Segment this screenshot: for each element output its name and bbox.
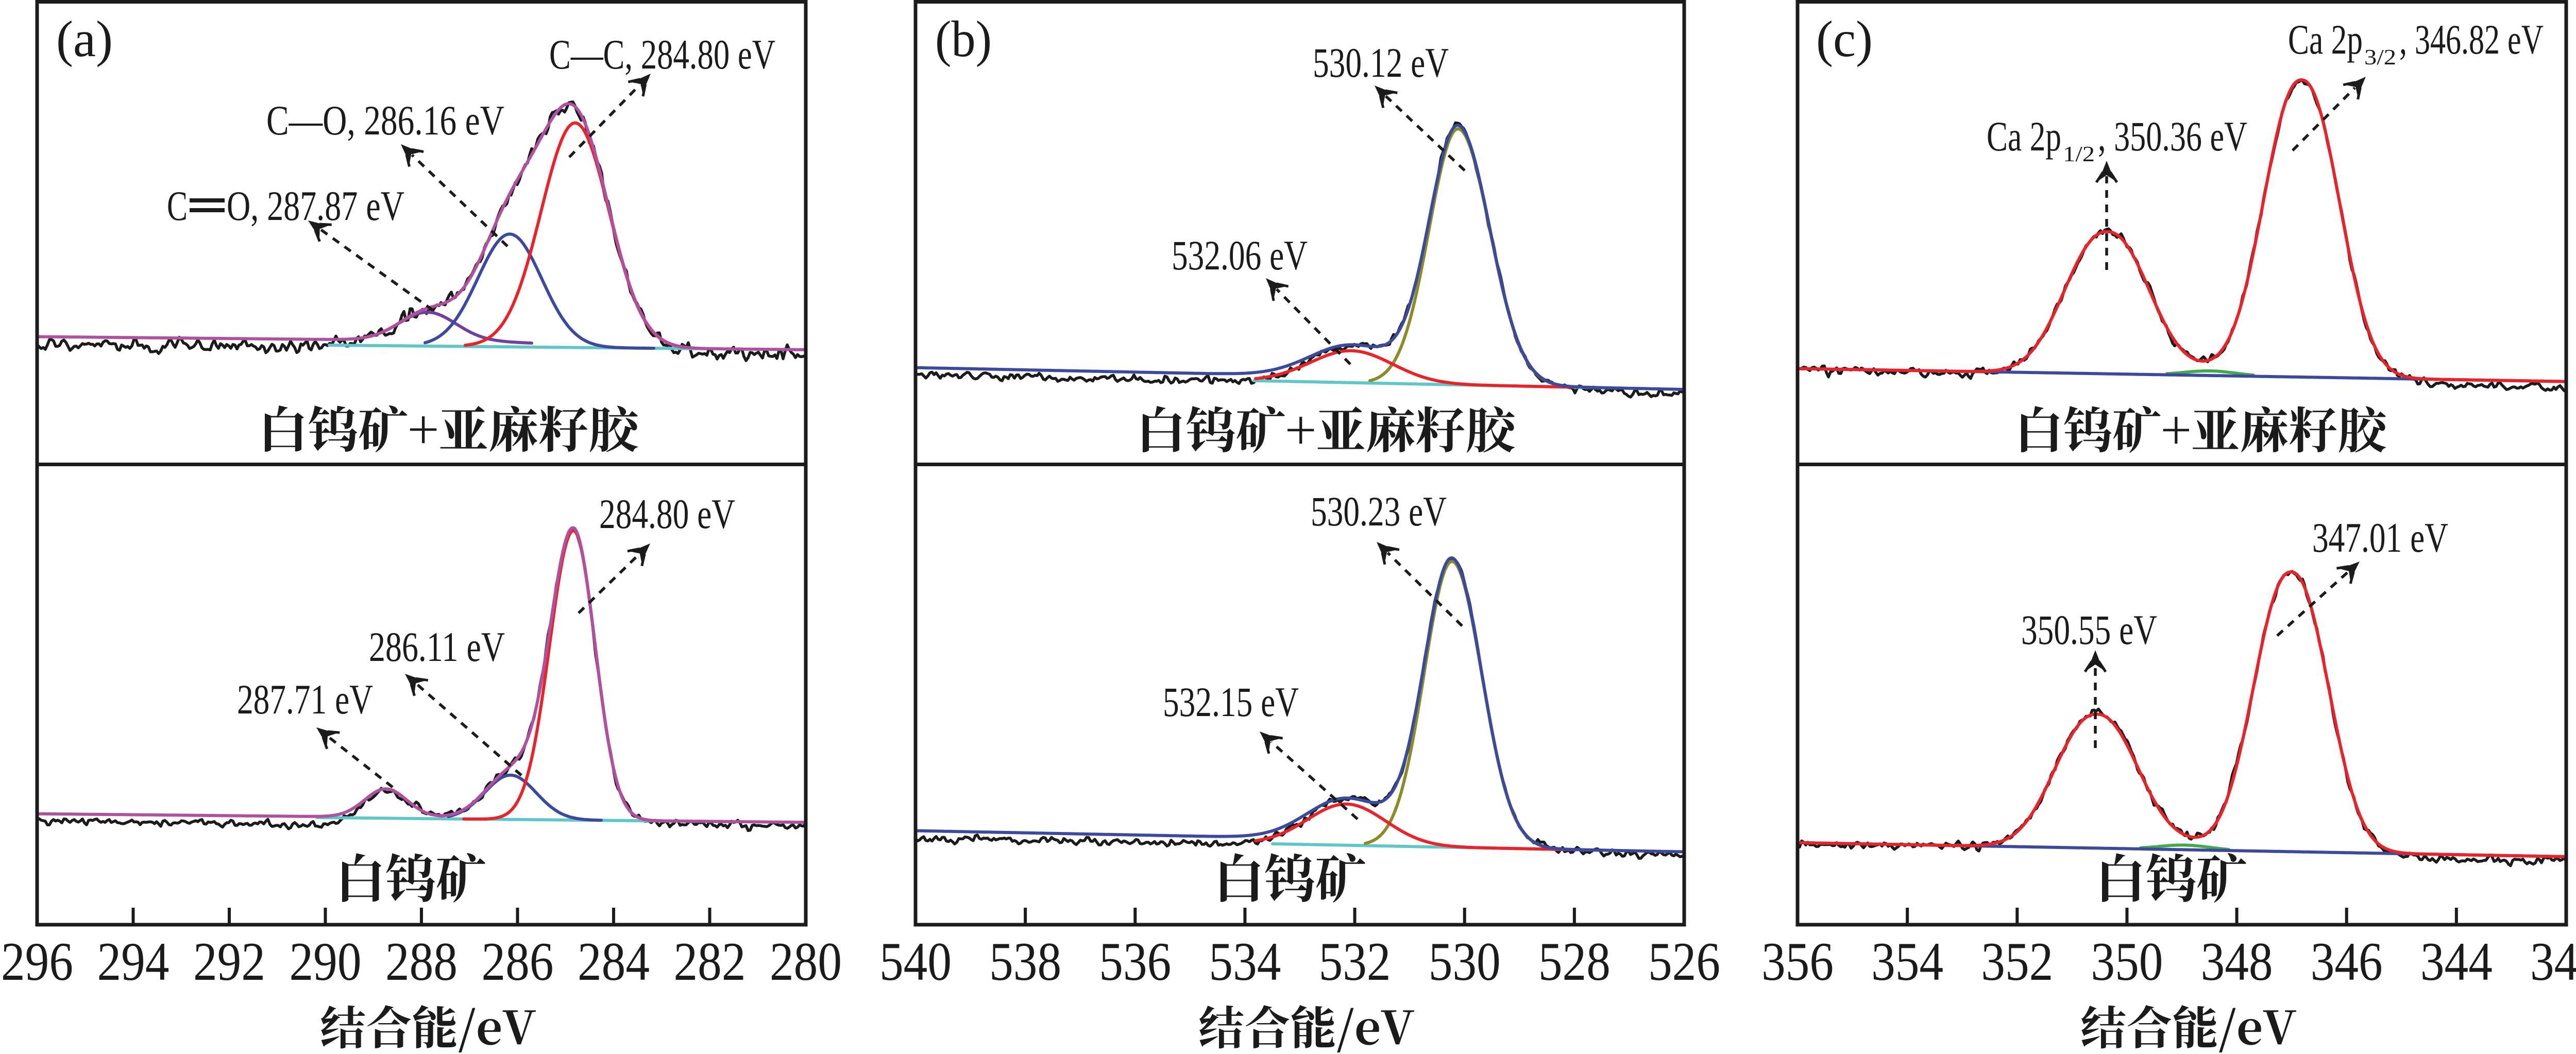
- svg-text:534: 534: [1209, 931, 1281, 992]
- svg-text:530: 530: [1429, 931, 1501, 992]
- svg-text:284.80 eV: 284.80 eV: [599, 490, 735, 537]
- svg-text:3/2: 3/2: [2364, 46, 2396, 70]
- svg-text:287.71 eV: 287.71 eV: [237, 676, 373, 723]
- svg-text:348: 348: [2201, 931, 2273, 992]
- svg-text:532.06 eV: 532.06 eV: [1172, 232, 1308, 279]
- svg-text:352: 352: [1981, 931, 2053, 992]
- svg-text:C: C: [167, 182, 188, 229]
- svg-text:(c): (c): [1816, 10, 1873, 67]
- svg-text:C—C, 284.80 eV: C—C, 284.80 eV: [549, 31, 775, 78]
- svg-text:532.15 eV: 532.15 eV: [1163, 678, 1299, 725]
- svg-text:536: 536: [1099, 931, 1171, 992]
- svg-text:530.23 eV: 530.23 eV: [1311, 488, 1447, 535]
- svg-text:O, 287.87 eV: O, 287.87 eV: [227, 182, 404, 229]
- svg-text:526: 526: [1648, 931, 1720, 992]
- svg-text:292: 292: [193, 931, 265, 992]
- svg-text:350.55 eV: 350.55 eV: [2021, 606, 2157, 653]
- svg-text:347.01 eV: 347.01 eV: [2312, 514, 2448, 561]
- svg-text:(a): (a): [56, 10, 113, 67]
- svg-text:290: 290: [290, 931, 362, 992]
- svg-text:294: 294: [97, 931, 170, 992]
- svg-text:356: 356: [1761, 931, 1834, 992]
- svg-text:Ca 2p: Ca 2p: [2288, 16, 2363, 63]
- svg-text:354: 354: [1871, 931, 1943, 992]
- svg-text:(b): (b): [935, 10, 992, 67]
- svg-text:530.12 eV: 530.12 eV: [1313, 39, 1449, 86]
- svg-text:284: 284: [578, 931, 650, 992]
- svg-text:286: 286: [482, 931, 554, 992]
- svg-text:296: 296: [1, 931, 73, 992]
- svg-text:350: 350: [2091, 931, 2163, 992]
- svg-text:528: 528: [1538, 931, 1611, 992]
- svg-text:538: 538: [989, 931, 1061, 992]
- svg-text:342: 342: [2530, 931, 2576, 992]
- svg-text:286.11 eV: 286.11 eV: [369, 623, 505, 670]
- svg-text:532: 532: [1319, 931, 1391, 992]
- svg-text:1/2: 1/2: [2063, 143, 2095, 166]
- svg-text:540: 540: [879, 931, 952, 992]
- svg-text:344: 344: [2420, 931, 2493, 992]
- svg-text:288: 288: [385, 931, 457, 992]
- svg-text:Ca 2p: Ca 2p: [1987, 113, 2061, 160]
- svg-text:346: 346: [2311, 931, 2383, 992]
- svg-text:280: 280: [770, 931, 842, 992]
- svg-text:C—O, 286.16 eV: C—O, 286.16 eV: [266, 97, 504, 144]
- svg-text:, 350.36 eV: , 350.36 eV: [2098, 113, 2247, 160]
- svg-text:, 346.82 eV: , 346.82 eV: [2399, 16, 2544, 63]
- svg-text:282: 282: [674, 931, 746, 992]
